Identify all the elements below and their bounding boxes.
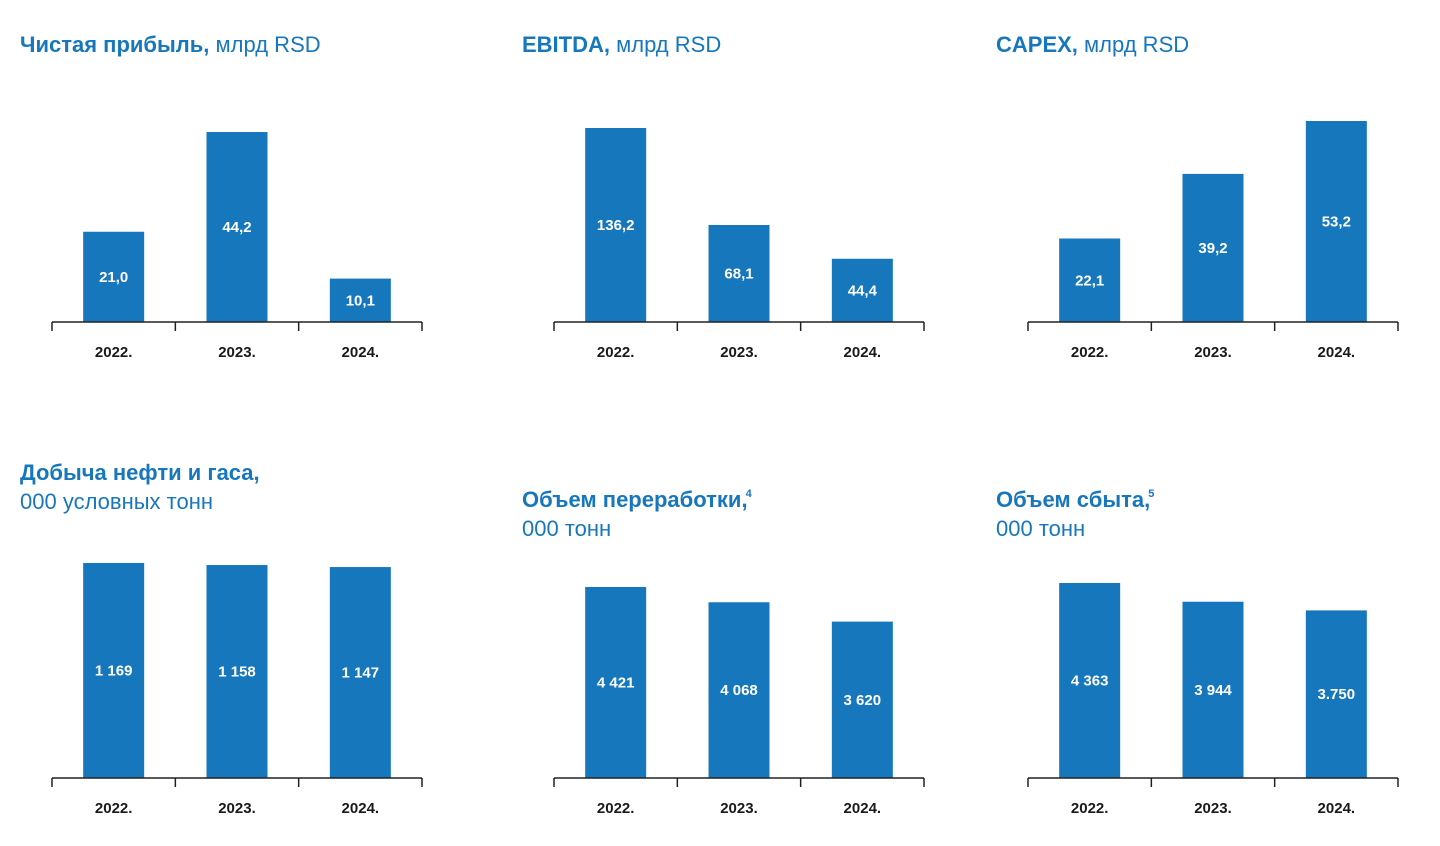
bar-value-label: 44,4 xyxy=(848,282,878,299)
x-tick-label: 2022. xyxy=(597,800,635,817)
chart-panel-net-profit: Чистая прибыль, млрд RSD 21,0 2022. 44,2 20… xyxy=(20,30,430,370)
bar-chart: 21,0 2022. 44,2 2023. 10,1 2024. xyxy=(51,132,423,361)
x-tick-label: 2022. xyxy=(95,800,133,817)
bar xyxy=(1059,238,1121,322)
x-tick-label: 2024. xyxy=(342,800,380,817)
x-tick-label: 2022. xyxy=(95,344,133,361)
chart-panel-capex: CAPEX, млрд RSD 22,1 2022. 39,2 2023. 53,2 20… xyxy=(996,30,1406,370)
x-tick-label: 2024. xyxy=(1318,344,1356,361)
bar-value-label: 4 068 xyxy=(720,682,758,699)
bar xyxy=(329,278,391,322)
x-tick-label: 2023. xyxy=(218,344,256,361)
bar-chart: 1 169 2022. 1 158 2023. 1 147 2024. xyxy=(51,563,423,817)
bar-chart: 4 363 2022. 3 944 2023. 3.750 2024. xyxy=(1027,583,1399,817)
bar xyxy=(831,258,893,322)
bar-value-label: 44,2 xyxy=(222,219,251,236)
chart-panel-refining-volume: Объем переработки,4 000 тонн 4 421 2022. 4… xyxy=(522,485,932,840)
bar-chart: 136,2 2022. 68,1 2023. 44,4 2024. xyxy=(553,128,925,361)
chart-title-unit: млрд RSD xyxy=(1077,32,1190,57)
bar-value-label: 3 620 xyxy=(844,692,882,709)
chart-title: Объем переработки,4 000 тонн xyxy=(522,485,752,543)
chart-title: Чистая прибыль, млрд RSD xyxy=(20,30,321,59)
bar xyxy=(329,567,391,778)
bar-value-label: 1 169 xyxy=(95,663,133,680)
x-tick-label: 2022. xyxy=(597,344,635,361)
x-tick-label: 2024. xyxy=(844,344,882,361)
bar-chart: 4 421 2022. 4 068 2023. 3 620 2024. xyxy=(553,587,925,817)
bar-value-label: 1 147 xyxy=(342,665,380,682)
chart-title: Добыча нефти и гаса, 000 условных тонн xyxy=(20,458,260,516)
chart-title: CAPEX, млрд RSD xyxy=(996,30,1189,59)
bar-value-label: 22,1 xyxy=(1075,272,1104,289)
x-tick-label: 2023. xyxy=(1194,344,1232,361)
chart-title-bold: EBITDA, xyxy=(522,32,610,57)
bar-value-label: 39,2 xyxy=(1198,240,1227,257)
bar-value-label: 4 421 xyxy=(597,675,635,692)
x-tick-label: 2023. xyxy=(1194,800,1232,817)
x-tick-label: 2023. xyxy=(720,800,758,817)
chart-title-bold: Объем переработки, xyxy=(522,487,748,512)
chart-panel-oil-gas-production: Добыча нефти и гаса, 000 условных тонн 1… xyxy=(20,458,430,838)
bar xyxy=(585,587,647,778)
chart-title-bold: CAPEX, xyxy=(996,32,1078,57)
footnote-marker: 5 xyxy=(1148,488,1155,500)
bar-value-label: 3 944 xyxy=(1194,682,1232,699)
bar xyxy=(708,602,770,778)
bar xyxy=(585,128,647,322)
bar-value-label: 10,1 xyxy=(346,292,375,309)
chart-title-unit: млрд RSD xyxy=(209,32,321,57)
footnote-marker: 4 xyxy=(745,488,752,500)
bar xyxy=(708,225,770,322)
x-tick-label: 2023. xyxy=(720,344,758,361)
chart-title-unit: 000 тонн xyxy=(996,516,1086,541)
chart-title-bold: Добыча нефти и гаса, xyxy=(20,460,260,485)
x-tick-label: 2024. xyxy=(1318,800,1356,817)
x-tick-label: 2023. xyxy=(218,800,256,817)
chart-title: EBITDA, млрд RSD xyxy=(522,30,721,59)
bar-value-label: 1 158 xyxy=(218,664,256,681)
bar-chart: 22,1 2022. 39,2 2023. 53,2 2024. xyxy=(1027,121,1399,361)
bar xyxy=(831,621,893,778)
bar xyxy=(83,563,145,778)
bar xyxy=(1305,121,1367,322)
chart-title-unit: млрд RSD xyxy=(610,32,722,57)
bar-value-label: 68,1 xyxy=(724,266,753,283)
chart-panel-sales-volume: Объем сбыта,5 000 тонн 4 363 2022. 3 944 20… xyxy=(996,485,1406,840)
bar xyxy=(206,132,268,322)
chart-title-unit: 000 условных тонн xyxy=(20,489,214,514)
bar xyxy=(206,565,268,778)
bar-value-label: 4 363 xyxy=(1071,673,1109,690)
bar-value-label: 21,0 xyxy=(99,269,128,286)
bar-value-label: 53,2 xyxy=(1322,214,1351,231)
x-tick-label: 2022. xyxy=(1071,800,1109,817)
bar xyxy=(1305,610,1367,778)
x-tick-label: 2022. xyxy=(1071,344,1109,361)
chart-title: Объем сбыта,5 000 тонн xyxy=(996,485,1154,543)
chart-panel-ebitda: EBITDA, млрд RSD 136,2 2022. 68,1 2023. 44,4… xyxy=(522,30,932,370)
bar xyxy=(1182,173,1244,322)
x-tick-label: 2024. xyxy=(844,800,882,817)
x-tick-label: 2024. xyxy=(342,344,380,361)
bar xyxy=(1059,583,1121,778)
chart-title-bold: Объем сбыта, xyxy=(996,487,1151,512)
chart-title-bold: Чистая прибыль, xyxy=(20,32,210,57)
bar-value-label: 136,2 xyxy=(597,217,635,234)
chart-title-unit: 000 тонн xyxy=(522,516,612,541)
bar-value-label: 3.750 xyxy=(1318,686,1356,703)
bar xyxy=(83,231,145,322)
bar xyxy=(1182,601,1244,778)
